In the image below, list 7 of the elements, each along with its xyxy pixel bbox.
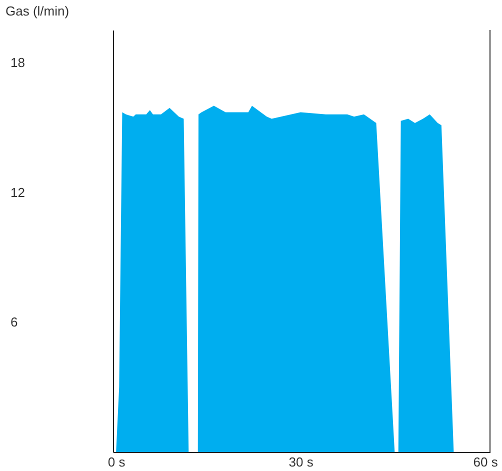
x-tick-label: 60 s: [473, 454, 498, 470]
x-tick-label: 30 s: [288, 454, 314, 470]
y-tick-label: 12: [10, 184, 25, 200]
y-tick-label: 18: [10, 54, 25, 70]
y-axis-title: Gas (l/min): [6, 4, 70, 18]
y-tick-label: 6: [10, 314, 18, 330]
x-tick-label: 0 s: [108, 454, 126, 470]
